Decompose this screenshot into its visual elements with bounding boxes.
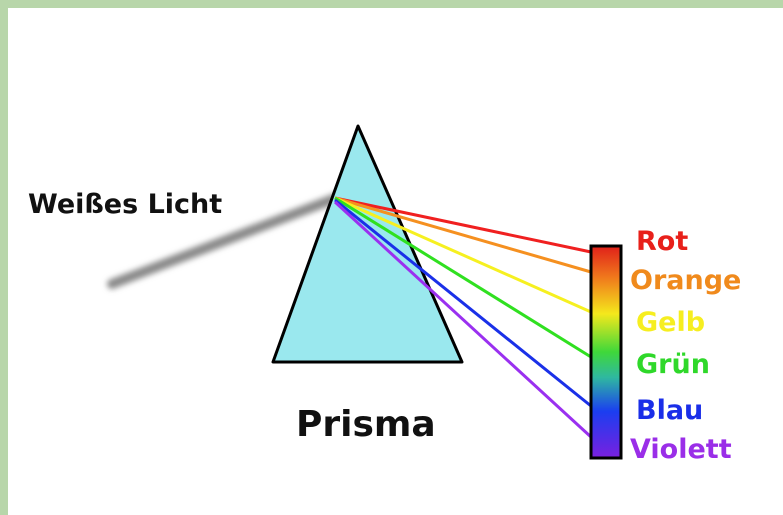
color-label: Grün <box>636 349 710 380</box>
prism <box>273 126 462 362</box>
prism-label: Prisma <box>296 404 436 445</box>
color-label: Blau <box>636 395 703 426</box>
color-label: Gelb <box>636 307 705 338</box>
color-label: Rot <box>636 226 688 257</box>
page: Weißes Licht Prisma Rot Orange Gelb Grün… <box>0 0 783 515</box>
color-label: Orange <box>630 265 741 296</box>
color-label: Violett <box>630 434 732 465</box>
frame: Weißes Licht Prisma Rot Orange Gelb Grün… <box>8 8 783 515</box>
prism-diagram: Weißes Licht Prisma Rot Orange Gelb Grün… <box>8 8 783 515</box>
light-label: Weißes Licht <box>28 189 222 220</box>
spectrum-bar <box>591 246 621 458</box>
